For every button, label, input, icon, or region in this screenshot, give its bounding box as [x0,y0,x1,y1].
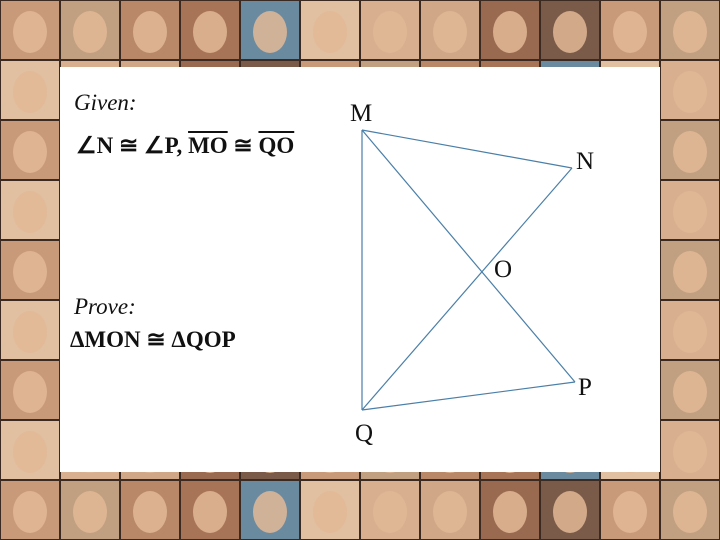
photo-face [13,11,47,53]
photo-face [673,191,707,233]
photo-face [673,491,707,533]
photo-face [493,491,527,533]
photo-face [553,491,587,533]
photo-face [673,71,707,113]
photo-face [253,11,287,53]
photo-face [673,431,707,473]
photo-face [313,11,347,53]
photo-face [193,491,227,533]
photo-face [13,491,47,533]
slide-body [60,67,660,472]
point-label: M [350,100,373,127]
photo-face [673,311,707,353]
photo-face [13,71,47,113]
photo-face [613,11,647,53]
photo-face [553,11,587,53]
photo-face [313,491,347,533]
photo-face [673,131,707,173]
photo-face [373,491,407,533]
photo-face [493,11,527,53]
photo-face [433,491,467,533]
given-label: Given: [74,90,137,115]
photo-face [13,371,47,413]
point-label: P [578,374,592,401]
photo-face [13,431,47,473]
given-part: ∠N ≅ ∠P, [76,133,189,158]
prove-statement: ΔMON ≅ ΔQOP [70,327,236,352]
photo-face [433,11,467,53]
photo-face [673,371,707,413]
point-label: O [494,256,513,283]
prove-label: Prove: [74,294,136,319]
photo-face [13,191,47,233]
segment-nq [361,167,573,411]
photo-face [373,11,407,53]
photo-face [673,11,707,53]
photo-face [73,491,107,533]
photo-face [253,491,287,533]
given-statement: ∠N ≅ ∠P, MO ≅ QO [76,133,294,159]
photo-face [13,131,47,173]
photo-face [613,491,647,533]
photo-face [13,251,47,293]
given-part: ≅ [227,133,259,158]
given-part: QO [258,133,295,158]
segment-qp [361,381,576,411]
photo-face [13,311,47,353]
given-part: MO [188,133,228,158]
photo-face [193,11,227,53]
segment-mp [361,129,576,383]
photo-face [673,251,707,293]
point-label: N [576,148,595,175]
segment-mn [361,129,573,169]
photo-face [133,11,167,53]
photo-face [133,491,167,533]
photo-face [73,11,107,53]
point-label: Q [355,420,374,447]
